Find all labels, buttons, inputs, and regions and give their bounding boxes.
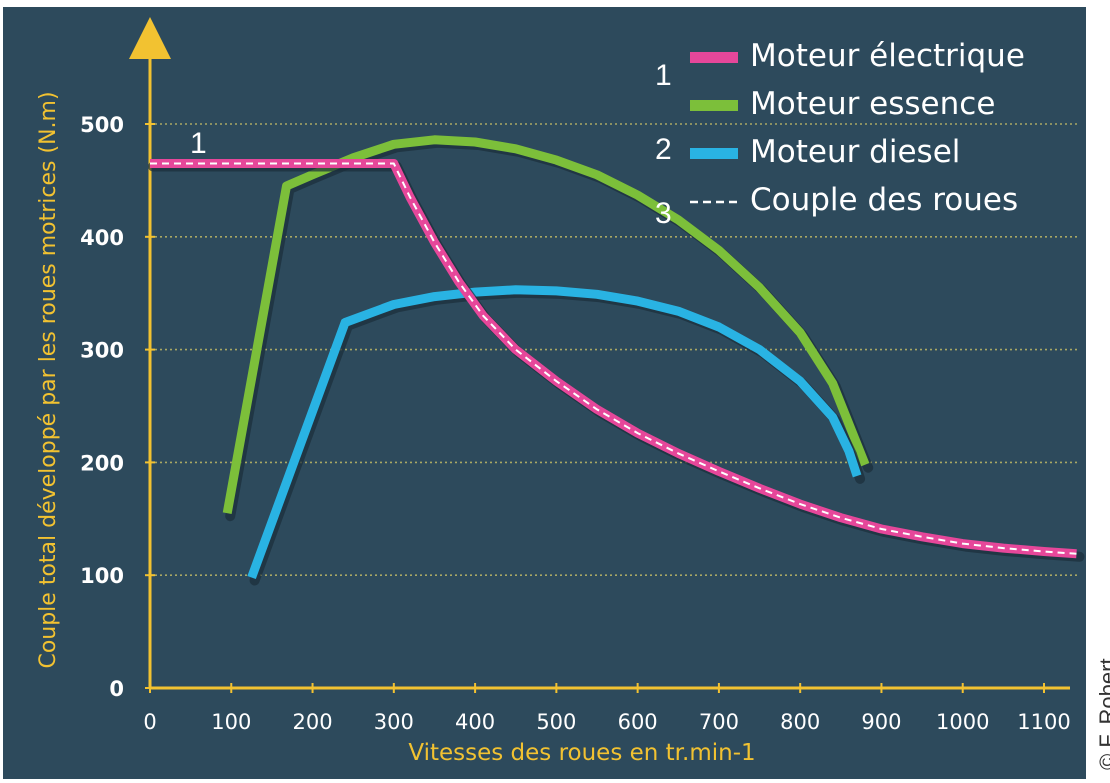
x-tick-label: 200 <box>292 710 332 734</box>
x-tick-label: 400 <box>455 710 495 734</box>
legend-swatch <box>690 148 738 159</box>
legend-label: Couple des roues <box>750 182 1018 218</box>
x-tick-label: 900 <box>861 710 901 734</box>
y-tick-label: 200 <box>80 451 124 475</box>
annotation-label: 1 <box>190 127 207 160</box>
x-tick-label: 100 <box>211 710 251 734</box>
legend-swatch <box>690 100 738 111</box>
x-tick-label: 1000 <box>936 710 989 734</box>
x-tick-label: 700 <box>699 710 739 734</box>
legend-label: Moteur essence <box>750 86 995 122</box>
y-axis-title: Couple total développé par les roues mot… <box>36 91 61 668</box>
y-tick-label: 100 <box>80 564 124 588</box>
x-axis-title: Vitesses des roues en tr.min-1 <box>408 740 755 766</box>
annotation-label: 1 <box>655 59 672 92</box>
series-line-moteur-diesel <box>247 285 862 580</box>
x-tick-label: 800 <box>780 710 820 734</box>
annotation-label: 3 <box>655 197 672 230</box>
x-tick-label: 1100 <box>1017 710 1070 734</box>
x-tick-label: 0 <box>143 710 156 734</box>
y-tick-label: 300 <box>80 339 124 363</box>
series-line-couple-des-roues <box>150 162 1077 555</box>
legend-swatch <box>690 52 738 63</box>
legend-label: Moteur diesel <box>750 134 960 170</box>
y-tick-label: 0 <box>109 677 124 701</box>
y-tick-label: 400 <box>80 226 124 250</box>
x-tick-label: 500 <box>536 710 576 734</box>
legend-label: Moteur électrique <box>750 38 1025 74</box>
annotation-label: 2 <box>655 133 672 166</box>
x-tick-label: 300 <box>374 710 414 734</box>
chart-background <box>3 7 1086 779</box>
credit-text: © F. Robert <box>1095 658 1110 770</box>
x-tick-label: 600 <box>618 710 658 734</box>
y-tick-label: 500 <box>80 113 124 137</box>
